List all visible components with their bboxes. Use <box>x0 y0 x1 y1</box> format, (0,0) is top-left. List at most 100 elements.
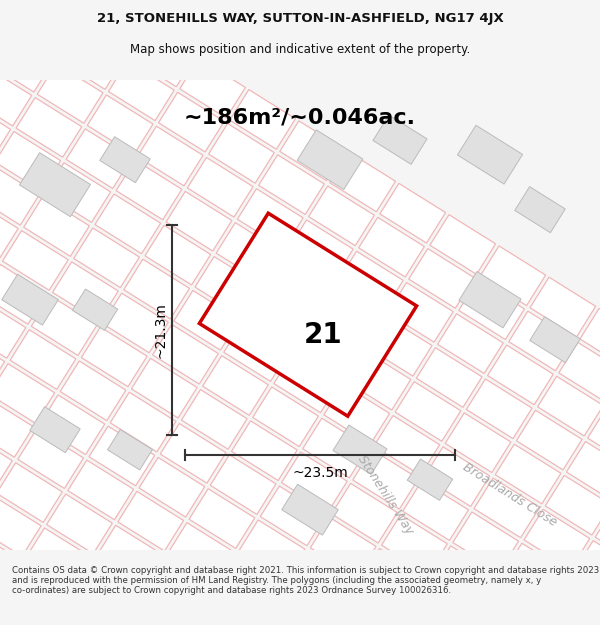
Polygon shape <box>2 274 58 325</box>
Polygon shape <box>388 282 453 342</box>
Polygon shape <box>152 324 218 384</box>
Polygon shape <box>100 137 150 182</box>
Polygon shape <box>416 348 482 408</box>
Polygon shape <box>474 478 540 538</box>
Polygon shape <box>25 528 91 588</box>
Polygon shape <box>530 317 580 362</box>
Polygon shape <box>109 61 174 121</box>
Polygon shape <box>457 125 523 184</box>
Text: Stonehills Way: Stonehills Way <box>355 452 415 537</box>
Polygon shape <box>361 549 426 608</box>
Polygon shape <box>76 559 141 619</box>
Polygon shape <box>107 429 152 470</box>
Polygon shape <box>337 251 403 311</box>
Polygon shape <box>97 525 163 585</box>
Polygon shape <box>39 395 104 454</box>
Polygon shape <box>530 278 596 337</box>
Polygon shape <box>424 447 490 506</box>
Polygon shape <box>509 311 574 371</box>
Polygon shape <box>82 327 147 387</box>
Polygon shape <box>116 160 182 220</box>
Polygon shape <box>495 444 561 504</box>
Polygon shape <box>2 231 68 290</box>
Polygon shape <box>0 497 41 556</box>
Polygon shape <box>324 384 389 444</box>
Polygon shape <box>0 299 26 358</box>
Polygon shape <box>131 358 197 418</box>
Polygon shape <box>158 92 224 152</box>
Polygon shape <box>10 330 76 389</box>
Polygon shape <box>209 124 274 183</box>
Polygon shape <box>445 413 511 472</box>
Polygon shape <box>238 189 303 248</box>
Text: 21, STONEHILLS WAY, SUTTON-IN-ASHFIELD, NG17 4JX: 21, STONEHILLS WAY, SUTTON-IN-ASHFIELD, … <box>97 12 503 25</box>
Polygon shape <box>373 115 427 164</box>
Polygon shape <box>58 30 124 89</box>
Polygon shape <box>8 0 74 58</box>
Polygon shape <box>287 220 353 279</box>
Polygon shape <box>124 259 190 319</box>
Polygon shape <box>409 249 475 308</box>
Text: Broadlands Close: Broadlands Close <box>461 461 559 529</box>
Polygon shape <box>0 364 55 423</box>
Polygon shape <box>210 455 276 514</box>
Polygon shape <box>403 481 469 541</box>
Polygon shape <box>482 577 547 625</box>
Polygon shape <box>453 512 518 572</box>
Polygon shape <box>524 509 590 569</box>
Polygon shape <box>395 382 461 441</box>
Polygon shape <box>0 166 40 225</box>
Polygon shape <box>0 531 20 590</box>
Polygon shape <box>310 518 376 577</box>
Polygon shape <box>316 285 382 345</box>
Polygon shape <box>80 0 145 56</box>
Polygon shape <box>53 262 118 321</box>
Polygon shape <box>0 199 18 259</box>
Polygon shape <box>0 462 62 522</box>
Polygon shape <box>374 416 440 475</box>
Polygon shape <box>89 426 155 486</box>
Polygon shape <box>37 64 103 123</box>
Text: ~21.3m: ~21.3m <box>153 302 167 358</box>
Polygon shape <box>0 32 53 92</box>
Text: Map shows position and indicative extent of the property.: Map shows position and indicative extent… <box>130 42 470 56</box>
Polygon shape <box>382 514 447 574</box>
Polygon shape <box>0 398 34 458</box>
Polygon shape <box>430 214 496 274</box>
Polygon shape <box>30 407 80 452</box>
Polygon shape <box>266 254 332 314</box>
Polygon shape <box>303 418 368 478</box>
Polygon shape <box>232 421 297 481</box>
Polygon shape <box>566 441 600 501</box>
Polygon shape <box>218 554 284 614</box>
Polygon shape <box>0 264 47 324</box>
Polygon shape <box>47 494 112 554</box>
Polygon shape <box>118 491 184 551</box>
Polygon shape <box>0 431 12 491</box>
Polygon shape <box>139 458 205 517</box>
Polygon shape <box>259 155 325 214</box>
Polygon shape <box>595 507 600 566</box>
Polygon shape <box>137 126 203 186</box>
Polygon shape <box>0 332 5 392</box>
Polygon shape <box>95 194 161 254</box>
Polygon shape <box>359 217 424 277</box>
Polygon shape <box>503 543 569 603</box>
Polygon shape <box>0 100 11 160</box>
Polygon shape <box>574 541 600 600</box>
Polygon shape <box>580 309 600 368</box>
Polygon shape <box>181 389 247 449</box>
Polygon shape <box>333 425 387 474</box>
Polygon shape <box>180 58 245 118</box>
Polygon shape <box>280 121 346 181</box>
Polygon shape <box>103 293 168 352</box>
Polygon shape <box>224 322 290 381</box>
Polygon shape <box>431 546 497 606</box>
Polygon shape <box>410 580 476 625</box>
Polygon shape <box>130 27 196 87</box>
Polygon shape <box>19 152 91 217</box>
Polygon shape <box>66 129 132 189</box>
Polygon shape <box>281 452 347 512</box>
Polygon shape <box>437 314 503 374</box>
Polygon shape <box>145 225 211 285</box>
